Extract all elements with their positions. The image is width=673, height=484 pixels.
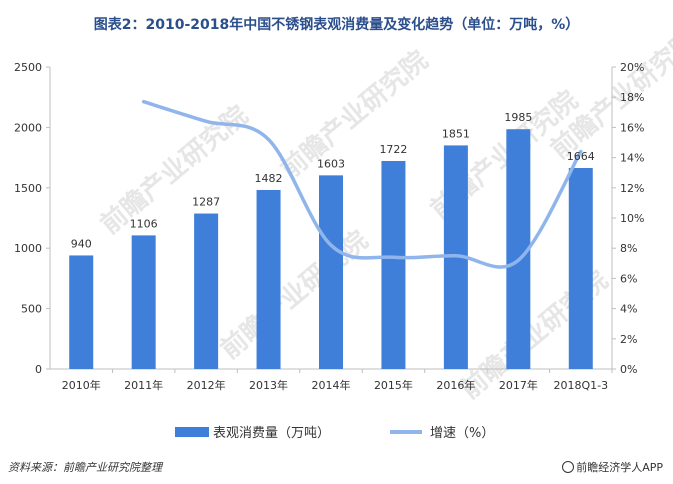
watermark-text: 前瞻产业研究院 (275, 45, 434, 186)
bar (568, 167, 593, 369)
x-axis-tick-label: 2011年 (124, 378, 163, 392)
right-axis-tick-label: 18% (620, 91, 644, 104)
x-axis-tick-label: 2017年 (499, 378, 538, 392)
brand-logo-icon (562, 461, 575, 473)
x-axis-tick-label: 2010年 (62, 378, 101, 392)
bar-value-label: 1664 (567, 150, 595, 163)
watermark-text: 前瞻产业研究院 (95, 100, 254, 241)
right-axis-tick-label: 0% (620, 363, 637, 376)
right-axis-tick-label: 4% (620, 303, 637, 316)
right-axis-tick-label: 6% (620, 272, 637, 285)
x-axis-tick-label: 2016年 (436, 378, 475, 392)
x-axis-tick-label: 2018Q1-3 (553, 379, 608, 392)
x-axis-tick-label: 2014年 (312, 378, 351, 392)
bar-value-label: 1287 (192, 196, 220, 209)
bar (256, 189, 281, 369)
left-axis-tick-label: 2000 (14, 121, 42, 134)
left-axis-tick-label: 0 (35, 363, 42, 376)
legend-line-label: 增速（%） (430, 426, 494, 441)
right-axis-tick-label: 12% (620, 182, 644, 195)
x-axis-tick-label: 2013年 (249, 378, 288, 392)
legend-bar-swatch (175, 427, 209, 437)
bar (69, 255, 94, 369)
bar (381, 160, 406, 369)
brand-credit: 前瞻经济学人APP (562, 459, 663, 475)
right-axis-tick-label: 2% (620, 333, 637, 346)
bar-value-label: 940 (71, 237, 92, 250)
right-axis-tick-label: 16% (620, 121, 644, 134)
x-axis-tick-label: 2012年 (187, 378, 226, 392)
line-series (141, 99, 583, 269)
data-labels: 940 1106 1287 1482 1603 1722 1851 1985 1664 (71, 111, 595, 250)
left-axis-tick-label: 1000 (14, 242, 42, 255)
bar-value-label: 1603 (317, 157, 345, 170)
bar-value-label: 1106 (130, 217, 158, 230)
left-axis-tick-label: 2500 (14, 61, 42, 74)
brand-credit-text: 前瞻经济学人APP (576, 461, 663, 474)
left-axis-tick-label: 1500 (14, 182, 42, 195)
bar-value-label: 1985 (504, 111, 532, 124)
axes: 0 500 1000 1500 2000 2500 0% 2% 4% 6% 8% 10% 12% 14% 1… (14, 61, 644, 392)
watermark-text: 前瞻产业研究院 (215, 225, 374, 366)
bar-value-label: 1722 (379, 143, 407, 156)
right-axis-tick-label: 8% (620, 242, 637, 255)
legend-bar-label: 表观消费量（万吨） (213, 426, 330, 441)
chart-title: 图表2：2010-2018年中国不锈钢表观消费量及变化趋势（单位：万吨，%） (93, 17, 580, 33)
bar-value-label: 1851 (442, 127, 470, 140)
x-axis-tick-label: 2015年 (374, 378, 413, 392)
bar (319, 175, 343, 369)
source-note: 资料来源：前瞻产业研究院整理 (8, 461, 162, 474)
legend: 表观消费量（万吨） 增速（%） (175, 426, 494, 441)
right-axis-tick-label: 20% (620, 61, 644, 74)
bar (194, 213, 219, 369)
bar-value-label: 1482 (255, 172, 283, 185)
left-axis-tick-label: 500 (21, 303, 42, 316)
right-axis-tick-label: 10% (620, 212, 644, 225)
bar (131, 235, 156, 369)
bar-series (69, 129, 593, 369)
right-axis-tick-label: 14% (620, 152, 644, 165)
